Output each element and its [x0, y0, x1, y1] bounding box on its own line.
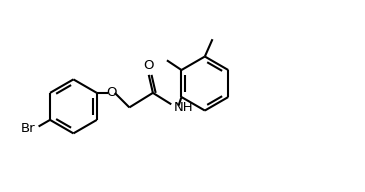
Text: O: O — [106, 86, 116, 99]
Text: NH: NH — [174, 101, 193, 114]
Text: O: O — [143, 59, 154, 72]
Text: Br: Br — [20, 122, 35, 135]
